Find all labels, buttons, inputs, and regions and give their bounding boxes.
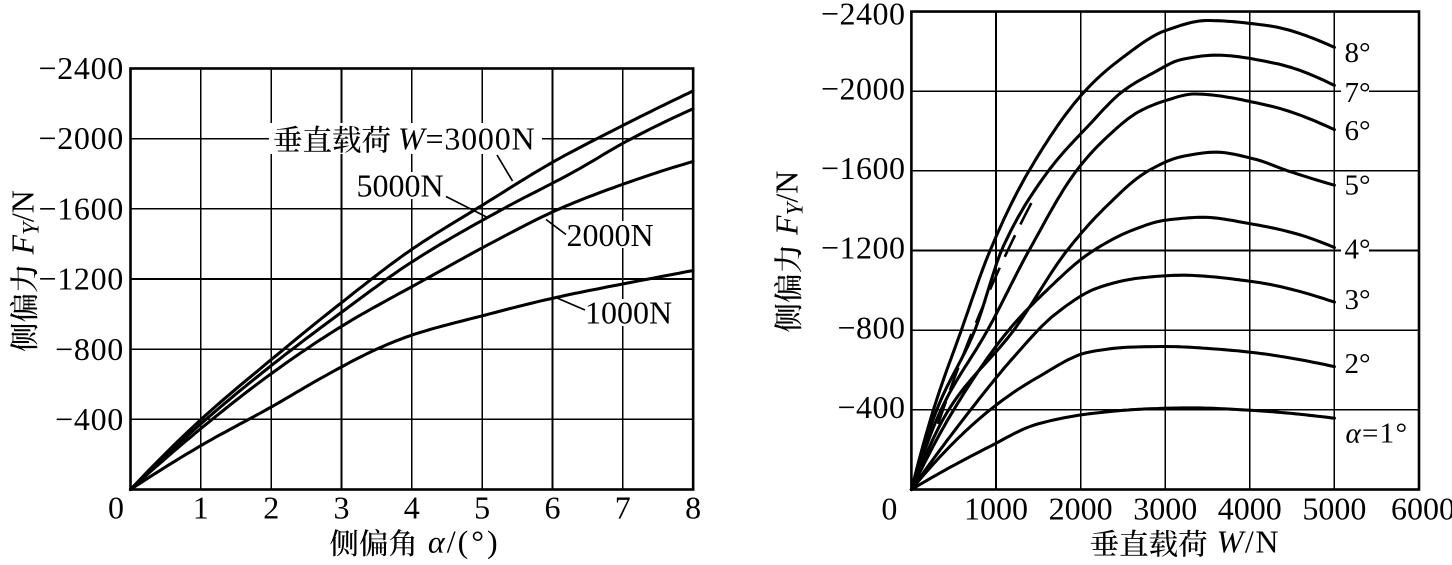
svg-text:−800: −800: [55, 331, 124, 367]
svg-text:2000: 2000: [1049, 491, 1113, 527]
svg-text:5°: 5°: [1345, 169, 1371, 201]
svg-text:1: 1: [193, 490, 209, 526]
svg-text:0: 0: [108, 490, 124, 526]
svg-text:3: 3: [334, 490, 350, 526]
svg-text:5: 5: [474, 490, 490, 526]
svg-text:4000: 4000: [1218, 491, 1282, 527]
svg-text:FY/N: FY/N: [769, 171, 808, 236]
svg-text:α=1°: α=1°: [1346, 418, 1409, 450]
svg-text:W/N: W/N: [1217, 524, 1280, 560]
svg-text:2°: 2°: [1345, 348, 1371, 380]
svg-text:7°: 7°: [1345, 77, 1371, 109]
svg-text:α/(°): α/(°): [428, 524, 498, 560]
svg-text:−1600: −1600: [38, 190, 124, 226]
svg-text:FY/N: FY/N: [5, 190, 44, 255]
svg-text:6000: 6000: [1391, 491, 1452, 527]
svg-text:−2400: −2400: [821, 0, 906, 32]
svg-text:3000: 3000: [1133, 491, 1197, 527]
svg-text:−2000: −2000: [38, 120, 124, 156]
svg-text:−2000: −2000: [821, 70, 906, 106]
svg-text:−1200: −1200: [38, 261, 124, 297]
svg-text:4: 4: [404, 490, 420, 526]
svg-text:−1600: −1600: [821, 150, 906, 186]
svg-text:4°: 4°: [1345, 234, 1371, 266]
svg-text:1000N: 1000N: [585, 295, 672, 331]
svg-text:6: 6: [545, 490, 561, 526]
svg-text:8: 8: [685, 490, 701, 526]
svg-text:2000N: 2000N: [567, 217, 654, 253]
svg-text:3°: 3°: [1345, 284, 1371, 316]
svg-text:2: 2: [263, 490, 279, 526]
svg-text:−400: −400: [55, 401, 124, 437]
svg-text:7: 7: [615, 490, 631, 526]
svg-text:6°: 6°: [1345, 115, 1371, 147]
svg-text:5000: 5000: [1302, 491, 1366, 527]
svg-text:0: 0: [881, 491, 897, 527]
svg-text:−1200: −1200: [821, 230, 906, 266]
svg-text:−2400: −2400: [38, 50, 124, 86]
svg-text:1000: 1000: [964, 491, 1028, 527]
svg-text:−800: −800: [837, 309, 905, 345]
svg-text:−400: −400: [837, 389, 905, 425]
svg-text:5000N: 5000N: [357, 167, 444, 203]
svg-text:8°: 8°: [1345, 37, 1371, 69]
svg-text:W=3000N: W=3000N: [398, 121, 535, 157]
